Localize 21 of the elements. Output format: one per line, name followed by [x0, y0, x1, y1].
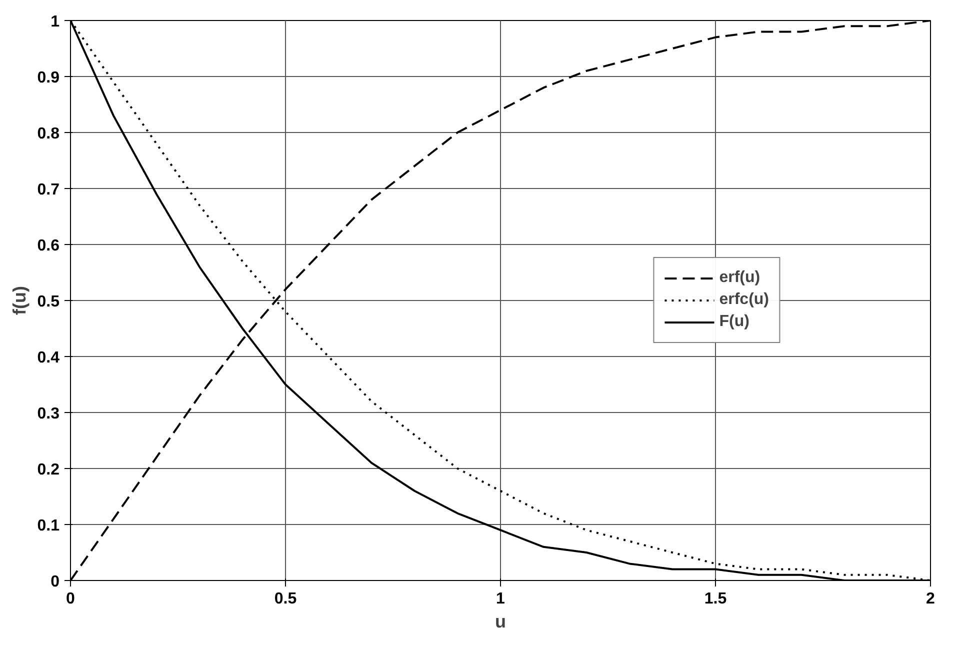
x-tick-label: 0 [66, 590, 76, 608]
x-tick-label: 0.5 [274, 590, 297, 608]
y-axis-title: f(u) [9, 286, 30, 315]
y-tick-label: 0.3 [37, 406, 60, 422]
x-tick-label: 1 [496, 590, 506, 608]
y-tick-label: 0 [50, 574, 60, 590]
y-tick-label: 0.9 [37, 70, 60, 86]
x-axis-title: u [495, 612, 506, 632]
y-tick-label: 0.5 [37, 294, 60, 310]
x-tick-label: 2 [926, 590, 936, 608]
y-tick-label: 0.1 [37, 518, 60, 534]
x-tick-label: 1.5 [704, 590, 727, 608]
y-tick-label: 0.7 [37, 182, 60, 198]
y-tick-label: 1 [50, 14, 60, 30]
y-tick-label: 0.4 [37, 350, 60, 366]
y-tick-label: 0.2 [37, 462, 60, 478]
legend-label: erfc(u) [719, 291, 769, 309]
y-tick-label: 0.6 [37, 238, 60, 254]
legend-label: F(u) [719, 313, 750, 331]
legend-label: erf(u) [719, 269, 760, 287]
y-tick-label: 0.8 [37, 126, 60, 142]
